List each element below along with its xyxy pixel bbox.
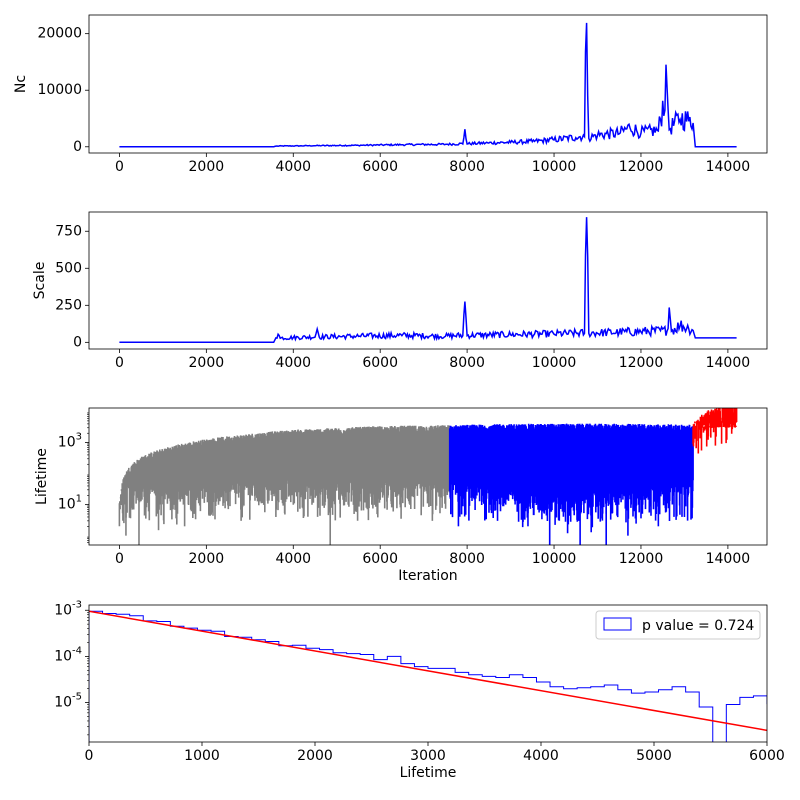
x-tick-label: 14000 bbox=[706, 159, 751, 175]
y-tick-label: 750 bbox=[55, 223, 82, 239]
x-tick-label: 10000 bbox=[532, 551, 577, 567]
series-line-1 bbox=[119, 217, 737, 344]
x-tick-label: 6000 bbox=[362, 159, 398, 175]
x-tick-label: 4000 bbox=[523, 748, 559, 764]
x-tick-label: 2000 bbox=[189, 159, 225, 175]
x-tick-label: 12000 bbox=[619, 551, 664, 567]
x-tick-label: 8000 bbox=[449, 159, 485, 175]
plot-area-2 bbox=[119, 217, 737, 344]
x-tick-label: 10000 bbox=[532, 159, 577, 175]
plot-frame bbox=[88, 14, 768, 154]
x-tick-label: 2000 bbox=[297, 748, 333, 764]
x-tick-label: 14000 bbox=[706, 551, 751, 567]
x-tick-label: 10000 bbox=[532, 355, 577, 371]
y-tick-label: 10-4 bbox=[54, 645, 82, 664]
x-tick-label: 2000 bbox=[189, 551, 225, 567]
y-tick-label: 0 bbox=[73, 334, 82, 350]
y-tick-label: 103 bbox=[58, 432, 82, 451]
x-axis-label: Lifetime bbox=[400, 765, 457, 781]
y-axis-label: Nc bbox=[13, 75, 29, 93]
band-2 bbox=[448, 423, 694, 534]
x-tick-label: 6000 bbox=[749, 748, 785, 764]
y-axis-label: Lifetime bbox=[34, 448, 50, 505]
plot-frame bbox=[88, 211, 768, 350]
axes-1: 0 2000 4000 6000 8000 10000 12000 14000 0 10000 20… bbox=[13, 14, 768, 175]
axes-3: 0 2000 4000 6000 8000 10000 12000 14000 101 103 Li… bbox=[34, 407, 768, 584]
plot-area-1 bbox=[119, 22, 737, 148]
histogram-steps bbox=[89, 610, 767, 742]
y-tick-label: 0 bbox=[73, 139, 82, 155]
x-tick-label: 4000 bbox=[275, 355, 311, 371]
x-tick-label: 0 bbox=[115, 355, 124, 371]
fit-line bbox=[89, 610, 767, 732]
x-tick-label: 3000 bbox=[410, 748, 446, 764]
x-tick-label: 5000 bbox=[636, 748, 672, 764]
legend-swatch bbox=[603, 617, 632, 631]
y-tick-label: 250 bbox=[55, 297, 82, 313]
x-tick-label: 12000 bbox=[619, 355, 664, 371]
band-3 bbox=[692, 408, 738, 454]
x-tick-label: 8000 bbox=[449, 551, 485, 567]
x-tick-label: 12000 bbox=[619, 159, 664, 175]
x-tick-label: 4000 bbox=[275, 159, 311, 175]
y-tick-label: 101 bbox=[58, 494, 82, 513]
y-tick-label: 500 bbox=[55, 260, 82, 276]
axes-2: 0 2000 4000 6000 8000 10000 12000 14000 0 250 500 7… bbox=[32, 211, 768, 371]
x-tick-label: 14000 bbox=[706, 355, 751, 371]
x-tick-label: 8000 bbox=[449, 355, 485, 371]
x-tick-label: 1000 bbox=[184, 748, 220, 764]
x-axis-label: Iteration bbox=[398, 568, 457, 584]
legend: p value = 0.724 bbox=[595, 610, 761, 640]
x-tick-label: 2000 bbox=[189, 355, 225, 371]
y-axis-label: Scale bbox=[32, 262, 48, 300]
y-tick-label: 10000 bbox=[37, 82, 82, 98]
band-1 bbox=[118, 425, 451, 527]
x-tick-label: 4000 bbox=[275, 551, 311, 567]
legend-box bbox=[595, 610, 761, 640]
plot-area-4 bbox=[89, 610, 767, 742]
plot-area-3 bbox=[118, 408, 738, 545]
legend-label: p value = 0.724 bbox=[642, 618, 754, 634]
x-tick-label: 0 bbox=[115, 551, 124, 567]
y-tick-label: 10-5 bbox=[54, 692, 82, 711]
x-tick-label: 0 bbox=[115, 159, 124, 175]
x-tick-label: 6000 bbox=[362, 355, 398, 371]
series-line-1 bbox=[119, 22, 737, 148]
y-tick-label: 20000 bbox=[37, 26, 82, 42]
x-tick-label: 0 bbox=[85, 748, 94, 764]
y-tick-label: 10-3 bbox=[54, 599, 82, 618]
x-tick-label: 6000 bbox=[362, 551, 398, 567]
